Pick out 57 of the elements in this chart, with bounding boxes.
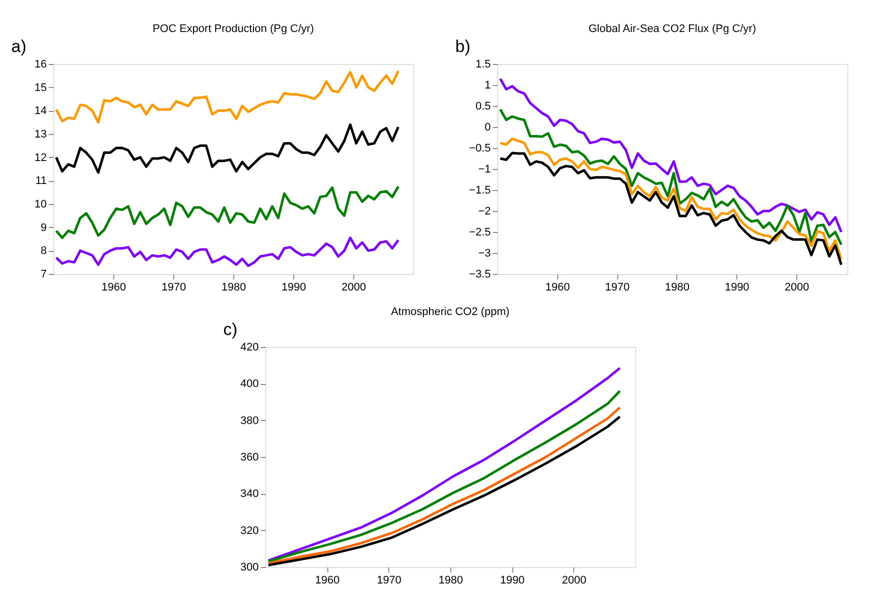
x-tick-label: 1970 <box>376 574 402 586</box>
y-tick-label: 14 <box>34 105 47 118</box>
y-tick-label: 380 <box>240 414 259 427</box>
y-tick-label: 300 <box>240 562 259 574</box>
x-tick-label: 2000 <box>562 574 586 586</box>
y-tick-label: 7 <box>40 268 47 280</box>
y-tick-label: 16 <box>34 58 47 70</box>
x-tick-label: 1970 <box>605 282 630 294</box>
y-tick-label: 11 <box>35 175 47 188</box>
y-tick-label: −1.5 <box>469 184 491 196</box>
x-tick-label: 1980 <box>664 282 690 294</box>
y-tick-label: −2.5 <box>469 226 491 238</box>
y-tick-label: −2 <box>478 206 491 218</box>
y-tick-label: 400 <box>240 378 259 390</box>
line-series <box>498 108 843 246</box>
x-tick-label: 1990 <box>724 282 750 294</box>
y-tick-label: −3.5 <box>469 268 491 280</box>
x-tick-label: 1980 <box>222 282 246 294</box>
line-series <box>498 77 843 234</box>
y-tick-label: 420 <box>240 342 259 354</box>
x-tick-label: 1980 <box>438 574 463 586</box>
line-series <box>498 138 843 261</box>
y-tick-label: −3 <box>478 248 491 260</box>
line-series <box>55 123 400 174</box>
text: c) <box>223 320 238 339</box>
y-tick-label: 1.5 <box>475 58 491 70</box>
text: b) <box>455 37 470 56</box>
x-tick-label: 1990 <box>282 282 306 294</box>
y-tick-label: 320 <box>240 524 259 537</box>
y-tick-label: −1 <box>478 164 491 176</box>
x-tick-label: 2000 <box>784 282 810 294</box>
x-tick-label: 1970 <box>162 282 186 294</box>
y-tick-label: 13 <box>34 128 47 140</box>
y-tick-label: 9 <box>40 222 47 234</box>
line-series <box>498 152 843 266</box>
x-tick-label: 1990 <box>500 574 525 586</box>
x-tick-label: 1960 <box>545 282 570 294</box>
chart-title: Atmospheric CO2 (ppm) <box>390 306 510 318</box>
x-tick-label: 1960 <box>102 282 126 294</box>
chart-title: POC Export Production (Pg C/yr) <box>152 23 314 35</box>
y-tick-label: 0.5 <box>475 100 491 112</box>
y-tick-label: 10 <box>34 198 47 210</box>
text: a) <box>11 37 26 56</box>
y-tick-label: 15 <box>34 82 47 94</box>
line-series <box>55 70 400 124</box>
y-tick-label: 360 <box>240 452 259 464</box>
chart-title: Global Air-Sea CO2 Flux (Pg C/yr) <box>588 23 756 35</box>
x-tick-label: 1960 <box>315 574 340 586</box>
y-tick-label: 340 <box>240 488 259 500</box>
y-tick-label: 0 <box>484 122 491 134</box>
line-series <box>55 236 400 268</box>
y-tick-label: −0.5 <box>469 142 491 154</box>
line-series <box>55 185 400 240</box>
y-tick-label: 1 <box>484 80 491 92</box>
y-tick-label: 12 <box>34 152 47 164</box>
x-tick-label: 2000 <box>342 282 366 294</box>
y-tick-label: 8 <box>40 245 47 258</box>
